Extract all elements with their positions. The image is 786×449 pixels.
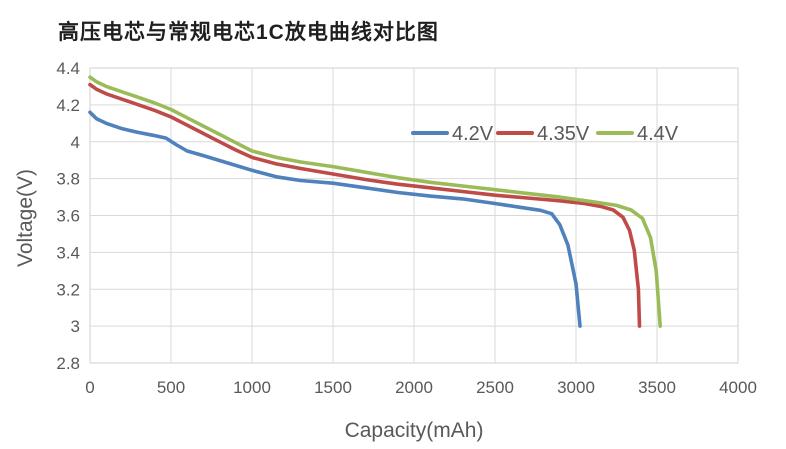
series-line-4.2V	[88, 110, 582, 328]
series-line-4.4V	[88, 75, 662, 328]
y-tick-label-3.2: 3.2	[56, 280, 80, 299]
y-tick-label-4.4: 4.4	[56, 59, 80, 78]
y-tick-label-3.8: 3.8	[56, 170, 80, 189]
x-tick-label-2000: 2000	[395, 378, 433, 397]
x-tick-label-0: 0	[85, 378, 94, 397]
x-tick-label-1500: 1500	[314, 378, 352, 397]
legend-label-4.35V: 4.35V	[537, 123, 590, 145]
x-tick-label-500: 500	[157, 378, 185, 397]
y-tick-label-4: 4	[71, 133, 80, 152]
y-tick-label-3.4: 3.4	[56, 243, 80, 262]
y-tick-label-3: 3	[71, 317, 80, 336]
x-tick-label-4000: 4000	[719, 378, 757, 397]
x-tick-label-3000: 3000	[557, 378, 595, 397]
y-tick-label-3.6: 3.6	[56, 207, 80, 226]
grid-layer	[89, 67, 739, 364]
x-tick-label-1000: 1000	[233, 378, 271, 397]
x-tick-label-2500: 2500	[476, 378, 514, 397]
series-layer	[88, 75, 662, 328]
legend-label-4.2V: 4.2V	[452, 123, 494, 145]
x-tick-label-3500: 3500	[638, 378, 676, 397]
legend-label-4.4V: 4.4V	[637, 123, 679, 145]
legend: 4.2V 4.35V 4.4V	[411, 123, 679, 145]
tick-layer: 0 500 1000 1500 2000 2500 3000 3500 4000 2.8 3 3.2 3…	[56, 59, 757, 397]
y-axis-title: Voltage(V)	[14, 169, 37, 267]
x-axis-title: Capacity(mAh)	[345, 419, 484, 442]
plot-border	[89, 67, 739, 364]
chart-title: 高压电芯与常规电芯1C放电曲线对比图	[58, 21, 439, 44]
y-tick-label-2.8: 2.8	[56, 354, 80, 373]
series-line-4.35V	[88, 82, 642, 328]
y-tick-label-4.2: 4.2	[56, 96, 80, 115]
